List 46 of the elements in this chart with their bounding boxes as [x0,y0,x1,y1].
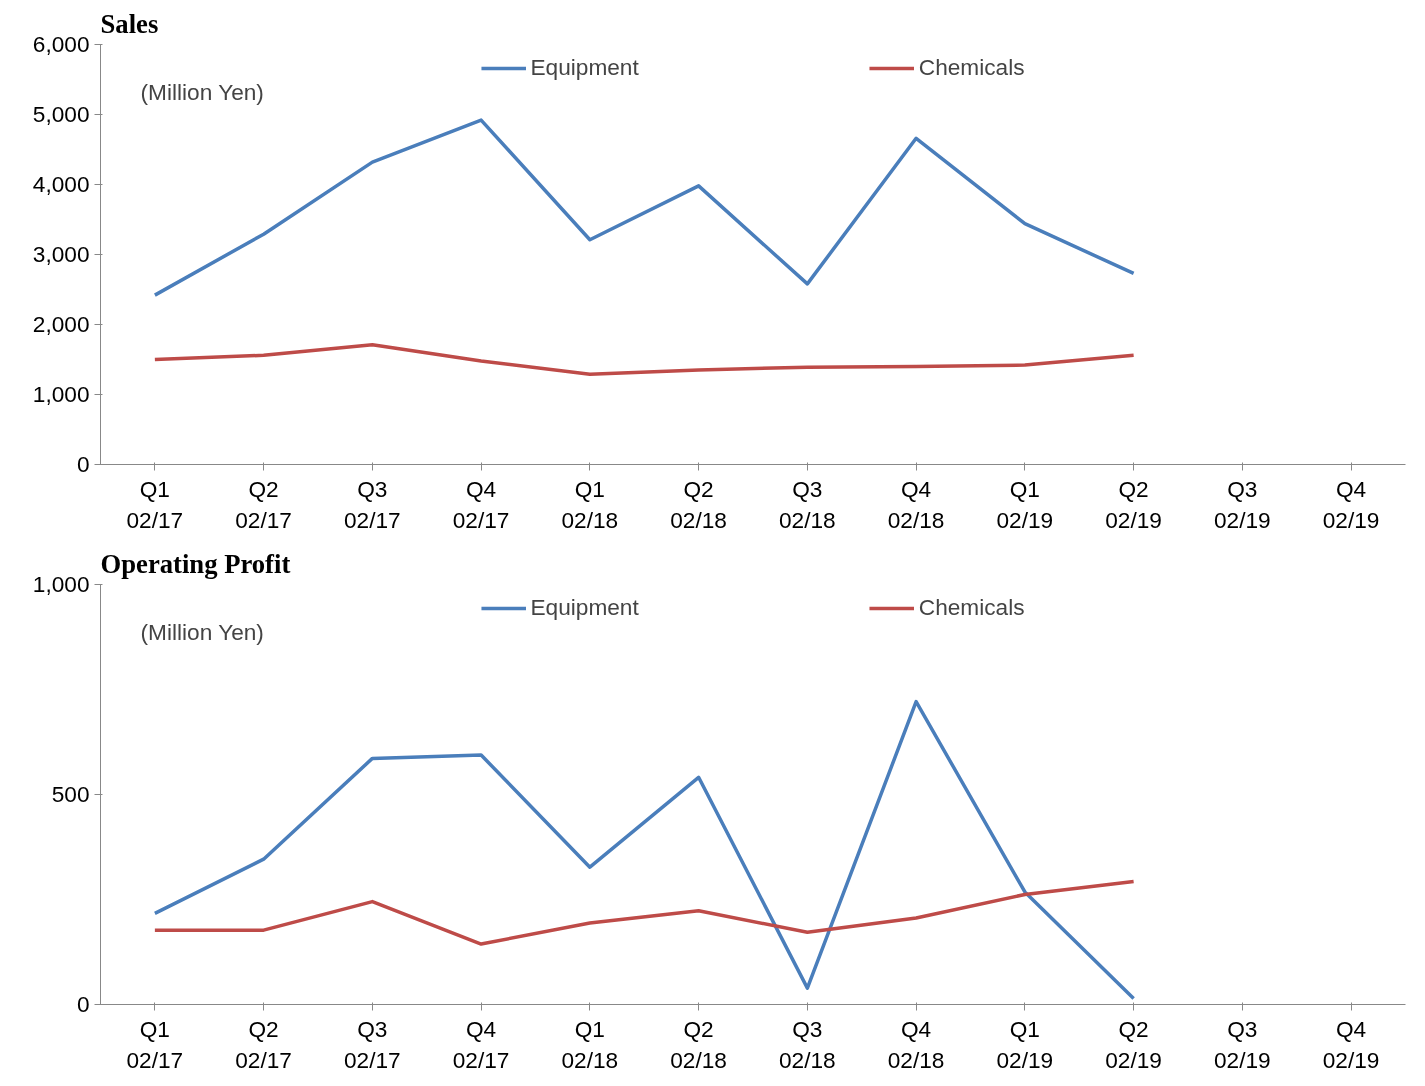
x-tick-label: Q1 02/18 [561,1015,619,1073]
y-tick-label: 1,000 [32,571,90,597]
annotation: (Million Yen) [140,618,264,645]
line-series [153,879,1136,946]
y-tick-label: 500 [51,781,90,807]
x-tick-label: Q4 02/19 [1322,475,1380,533]
x-tick-label: Q3 02/19 [1214,1015,1271,1073]
y-tick-label: 6,000 [32,31,90,57]
chart-title: Sales [100,8,159,39]
x-tick-label: Q2 02/18 [670,475,727,533]
x-tick-label: Q3 02/17 [344,475,401,533]
x-tick-label: Q1 02/17 [126,475,184,533]
legend-label: Equipment [530,54,639,81]
x-tick-label: Q2 02/19 [1105,475,1162,533]
x-tick-label: Q4 02/17 [452,475,510,533]
legend-label: Chemicals [918,594,1025,621]
x-tick-label: Q1 02/18 [561,475,619,533]
annotation: (Million Yen) [140,78,264,105]
x-tick-label: Q2 02/19 [1105,1015,1162,1073]
x-tick-label: Q4 02/19 [1322,1015,1380,1073]
x-tick-label: Q4 02/18 [887,475,945,533]
x-tick-label: Q3 02/19 [1214,475,1271,533]
x-tick-label: Q1 02/17 [126,1015,184,1073]
x-tick-label: Q1 02/19 [996,1015,1054,1073]
x-tick-label: Q2 02/17 [235,475,292,533]
x-tick-label: Q4 02/17 [452,1015,510,1073]
chart-title: Operating Profit [100,548,291,579]
x-tick-label: Q3 02/17 [344,1015,401,1073]
y-tick-label: 5,000 [32,101,90,127]
line-series [153,699,1136,1001]
legend-label: Equipment [530,594,639,621]
line-series [153,343,1136,376]
y-tick-label: 4,000 [32,171,90,197]
y-tick-label: 0 [76,991,90,1017]
x-tick-label: Q3 02/18 [779,475,836,533]
x-tick-label: Q2 02/18 [670,1015,727,1073]
y-tick-label: 1,000 [32,381,90,407]
x-tick-label: Q4 02/18 [887,1015,945,1073]
y-tick-label: 2,000 [32,311,90,337]
x-tick-label: Q2 02/17 [235,1015,292,1073]
line-series [153,118,1136,297]
legend-label: Chemicals [918,54,1025,81]
y-tick-label: 0 [76,451,90,477]
y-tick-label: 3,000 [32,241,90,267]
x-tick-label: Q3 02/18 [779,1015,836,1073]
x-tick-label: Q1 02/19 [996,475,1054,533]
